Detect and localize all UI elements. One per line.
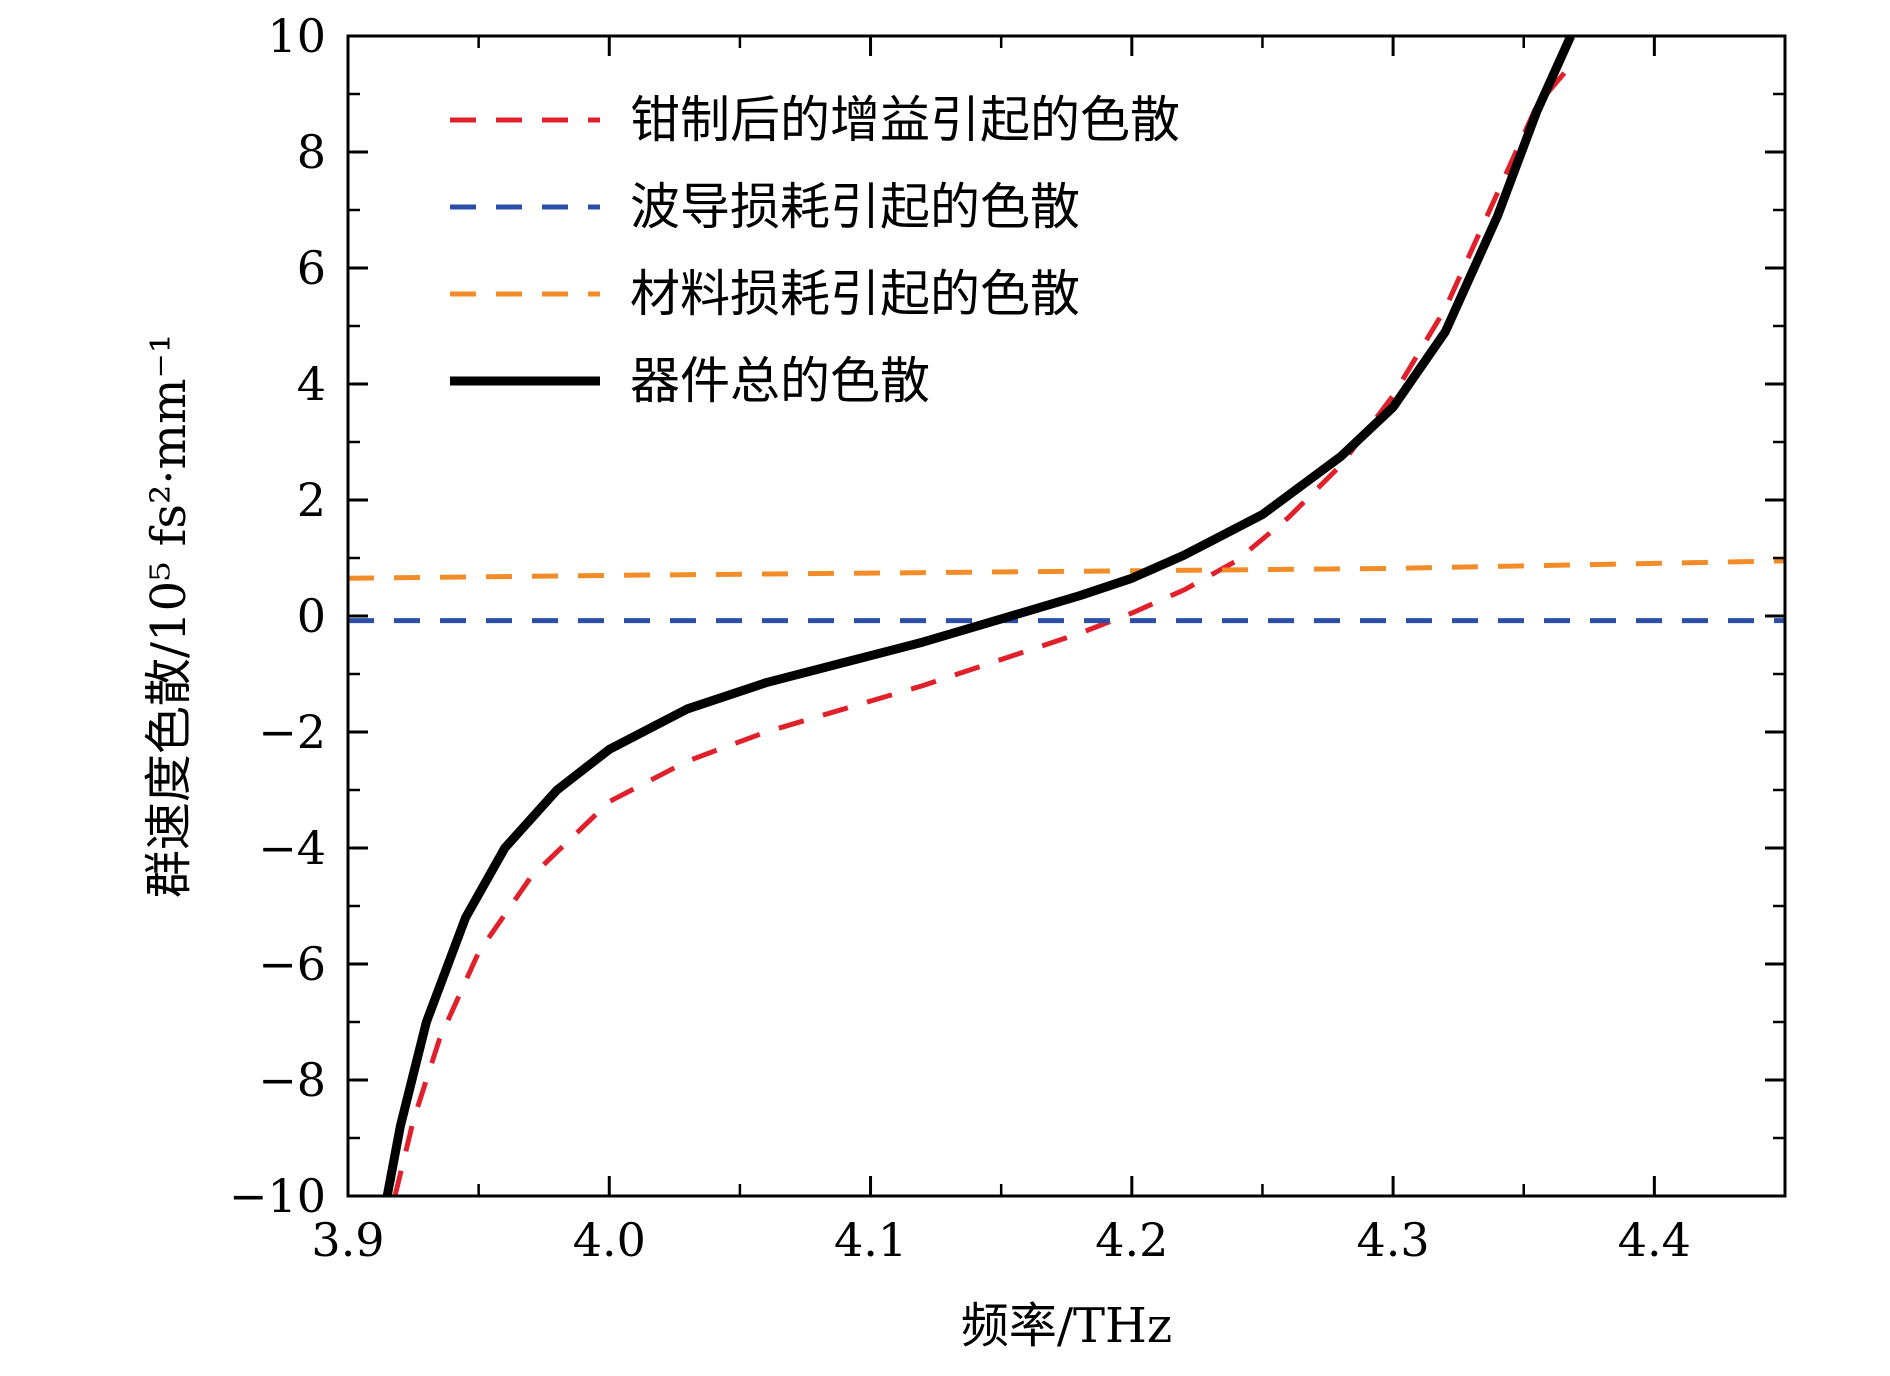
series-line-2: [348, 558, 1785, 581]
y-tick-label: −10: [229, 1169, 326, 1223]
legend-label-2: 材料损耗引起的色散: [630, 265, 1080, 323]
plot-area: [348, 36, 1785, 1196]
x-tick-label: 4.1: [834, 1213, 907, 1267]
y-tick-label: 10: [267, 9, 326, 63]
x-axis-label: 频率/THz: [961, 1298, 1172, 1354]
x-tick-label: 3.9: [311, 1213, 384, 1267]
y-axis-label: 群速度色散/10⁵ fs²·mm⁻¹: [141, 334, 197, 898]
x-tick-label: 4.2: [1095, 1213, 1168, 1267]
legend-label-0: 钳制后的增益引起的色散: [630, 91, 1180, 149]
y-tick-label: 0: [297, 589, 326, 643]
legend-label-3: 器件总的色散: [630, 352, 930, 410]
x-tick-label: 4.0: [573, 1213, 646, 1267]
y-tick-label: 6: [297, 241, 326, 295]
series-line-3: [382, 36, 1575, 1196]
y-tick-label: −4: [258, 821, 326, 875]
y-tick-label: −2: [258, 705, 326, 759]
x-tick-label: 4.3: [1357, 1213, 1430, 1267]
y-tick-label: 2: [297, 473, 326, 527]
y-tick-label: −6: [258, 937, 326, 991]
x-tick-label: 4.4: [1618, 1213, 1691, 1267]
legend-label-1: 波导损耗引起的色散: [630, 178, 1080, 236]
axes: 3.9 4.0 4.1 4.2 4.3 4.4 −10 −8 −6 −4 −2 0 2 4 6 8 10: [229, 9, 1787, 1267]
y-tick-label: 4: [297, 357, 326, 411]
y-tick-label: 8: [297, 125, 326, 179]
y-tick-label: −8: [258, 1053, 326, 1107]
